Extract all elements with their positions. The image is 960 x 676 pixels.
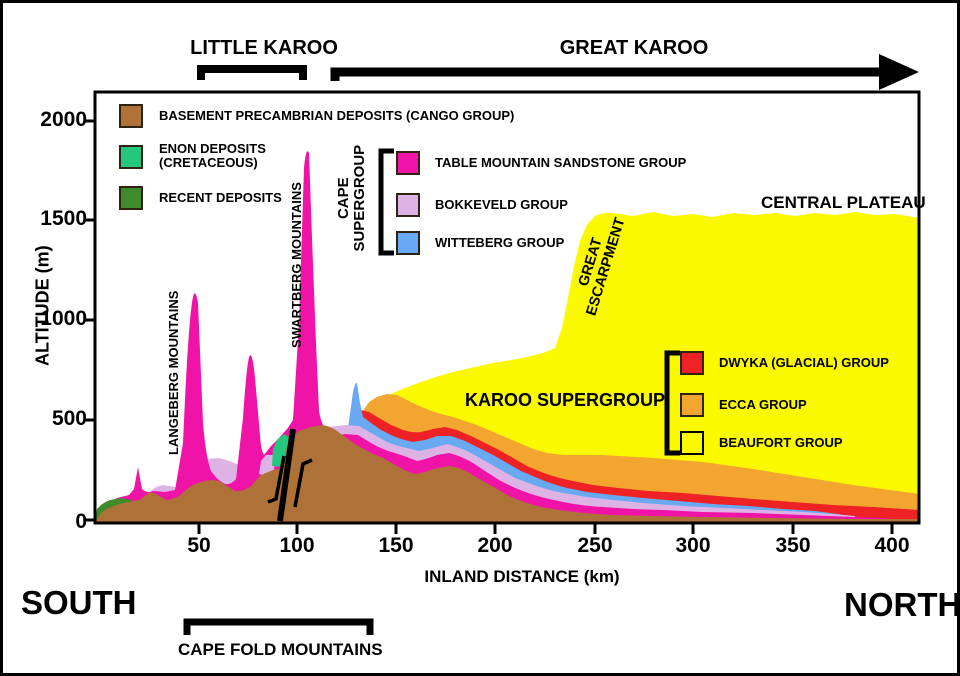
great-karoo-arrowhead (879, 54, 919, 90)
central-plateau-label: CENTRAL PLATEAU (761, 193, 926, 212)
y-axis-ticks (84, 119, 95, 522)
basement-swatch (119, 104, 143, 128)
layer-basement (95, 425, 919, 522)
cape-supergroup-bracket (378, 148, 394, 256)
fault-arrow-down (267, 455, 286, 504)
x-tick-350: 350 (775, 534, 811, 557)
fault-line (277, 428, 296, 522)
x-tick-100: 100 (279, 534, 315, 557)
witteberg-label: WITTEBERG GROUP (435, 235, 565, 250)
x-tick-250: 250 (577, 534, 613, 557)
layer-table-mountain-sandstone (95, 151, 903, 522)
great-karoo-arrow-shaft (330, 67, 881, 81)
fault-arrow-up (293, 458, 313, 508)
north-label: NORTH (844, 586, 960, 623)
x-tick-400: 400 (874, 534, 910, 557)
table-mountain-label: TABLE MOUNTAIN SANDSTONE GROUP (435, 155, 687, 170)
y-tick-1000: 1000 (40, 307, 87, 330)
langeberg-mountains-label: LANGEBERG MOUNTAINS (165, 290, 181, 456)
y-tick-0: 0 (75, 510, 87, 533)
x-axis-label: INLAND DISTANCE (km) (424, 567, 620, 586)
plot-frame (93, 90, 921, 525)
bokkeveld-label: BOKKEVELD GROUP (435, 197, 568, 212)
cape-supergroup-label: CAPE SUPERGROUP (334, 144, 368, 252)
x-tick-150: 150 (378, 534, 414, 557)
beaufort-swatch (680, 431, 704, 455)
dwyka-swatch (680, 351, 704, 375)
ecca-label: ECCA GROUP (719, 397, 807, 412)
karoo-supergroup-bracket (664, 350, 680, 456)
beaufort-label: BEAUFORT GROUP (719, 435, 843, 450)
ecca-swatch (680, 393, 704, 417)
cross-section-canvas (84, 54, 921, 635)
cape-fold-bracket (183, 618, 374, 635)
karoo-supergroup-label: KAROO SUPERGROUP (465, 390, 666, 410)
swartberg-mountains-label: SWARTBERG MOUNTAINS (288, 182, 304, 348)
enon-label-line1: ENON DEPOSITS (159, 141, 266, 156)
basement-label: BASEMENT PRECAMBRIAN DEPOSITS (CANGO GRO… (159, 108, 515, 123)
x-tick-200: 200 (477, 534, 513, 557)
table-mountain-swatch (396, 151, 420, 175)
little-karoo-bracket (197, 65, 307, 80)
y-axis-label: ALTITUDE (m) (32, 245, 53, 367)
recent-label: RECENT DEPOSITS (159, 190, 282, 205)
dwyka-label: DWYKA (GLACIAL) GROUP (719, 355, 889, 370)
layer-bokkeveld-pocket (259, 455, 275, 476)
x-tick-300: 300 (675, 534, 711, 557)
little-karoo-title: LITTLE KAROO (190, 37, 338, 59)
south-label: SOUTH (21, 584, 137, 621)
great-karoo-title: GREAT KAROO (559, 37, 709, 59)
witteberg-swatch (396, 231, 420, 255)
enon-swatch (119, 145, 143, 169)
enon-label-line2: (CRETACEOUS) (159, 155, 258, 171)
x-tick-50: 50 (187, 534, 211, 557)
y-tick-1500: 1500 (40, 207, 87, 230)
x-axis-ticks (197, 523, 894, 534)
recent-swatch (119, 186, 143, 210)
y-tick-500: 500 (51, 407, 87, 430)
y-tick-2000: 2000 (40, 108, 87, 131)
bokkeveld-swatch (396, 193, 420, 217)
cape-fold-mountains-label: CAPE FOLD MOUNTAINS (178, 640, 383, 659)
